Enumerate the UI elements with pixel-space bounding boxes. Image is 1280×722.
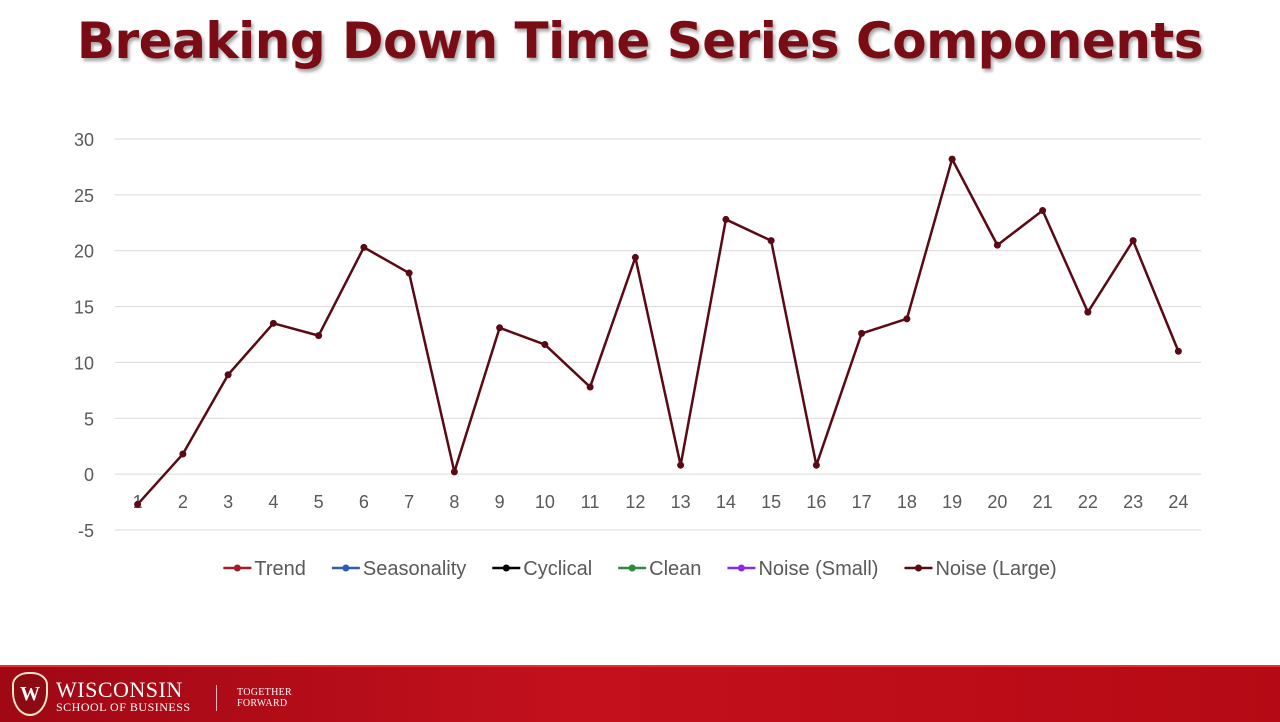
data-point [450, 468, 458, 476]
data-point [586, 383, 594, 391]
legend-swatch-marker [502, 564, 510, 572]
x-tick-label: 14 [716, 492, 736, 512]
y-tick-label: -5 [78, 521, 94, 541]
data-point [224, 371, 232, 379]
gridlines [115, 138, 1201, 531]
x-tick-label: 7 [404, 492, 414, 512]
data-point [993, 241, 1001, 249]
x-tick-label: 2 [178, 492, 188, 512]
data-point [858, 329, 866, 337]
legend-label: Noise (Large) [935, 558, 1056, 580]
x-tick-label: 22 [1078, 492, 1098, 512]
data-point [948, 155, 956, 163]
x-tick-label: 3 [223, 492, 233, 512]
x-tick-label: 13 [671, 492, 691, 512]
y-tick-label: 20 [74, 242, 94, 262]
x-tick-label: 16 [806, 492, 826, 512]
tagline: TOGETHER FORWARD [237, 687, 317, 709]
x-tick-label: 10 [535, 492, 555, 512]
data-point [405, 269, 413, 277]
slide-title: Breaking Down Time Series Components [76, 12, 1204, 70]
legend-label: Seasonality [363, 558, 466, 580]
data-point [1129, 237, 1137, 245]
x-tick-label: 8 [449, 492, 459, 512]
data-point [496, 324, 504, 332]
data-point [722, 215, 730, 223]
data-point [631, 253, 639, 261]
y-tick-label: 15 [74, 298, 94, 318]
x-tick-label: 5 [314, 492, 324, 512]
y-tick-label: 0 [84, 465, 94, 485]
y-tick-label: 30 [74, 130, 94, 150]
crest-letter: W [20, 682, 40, 705]
brand-name: WISCONSIN [56, 677, 183, 702]
data-point [1174, 347, 1182, 355]
tagline-line-2: FORWARD [237, 698, 288, 709]
tagline-line-1: TOGETHER [237, 687, 292, 698]
footer-divider [216, 685, 217, 711]
x-tick-label: 18 [897, 492, 917, 512]
data-point [179, 450, 187, 458]
x-tick-label: 21 [1033, 492, 1053, 512]
data-point [315, 332, 323, 340]
legend: Trend Seasonality Cyclical Clean Noise (Smal… [223, 558, 1057, 580]
legend-swatch-marker [233, 564, 241, 572]
legend-label: Cyclical [523, 558, 592, 580]
series-lines [134, 155, 1182, 508]
crest-logo-icon: W [12, 672, 48, 716]
legend-swatch-marker [737, 564, 745, 572]
x-axis-ticks: 123456789101112131415161718192021222324 [133, 492, 1189, 512]
legend-label: Trend [254, 558, 306, 580]
x-tick-label: 19 [942, 492, 962, 512]
x-tick-label: 24 [1168, 492, 1188, 512]
legend-swatch-marker [914, 564, 922, 572]
footer-bar: W WISCONSIN SCHOOL OF BUSINESS TOGETHER … [0, 665, 1280, 722]
x-tick-label: 4 [268, 492, 278, 512]
data-point [677, 461, 685, 469]
x-tick-label: 11 [581, 492, 600, 512]
legend-label: Noise (Small) [758, 558, 878, 580]
x-tick-label: 20 [987, 492, 1007, 512]
data-point [269, 319, 277, 327]
data-point [360, 243, 368, 251]
x-tick-label: 6 [359, 492, 369, 512]
x-tick-label: 17 [852, 492, 872, 512]
data-point [767, 237, 775, 245]
data-point [541, 341, 549, 349]
x-tick-label: 9 [495, 492, 505, 512]
legend-swatch-marker [628, 564, 636, 572]
legend-label: Clean [649, 558, 701, 580]
series-line [136, 157, 1180, 506]
brand-subtitle: SCHOOL OF BUSINESS [56, 700, 191, 714]
data-point [1084, 308, 1092, 316]
data-point [1039, 206, 1047, 214]
y-tick-label: 25 [74, 186, 94, 206]
x-tick-label: 23 [1123, 492, 1143, 512]
y-tick-label: 5 [84, 409, 94, 429]
y-tick-label: 10 [74, 353, 94, 373]
legend-swatch-marker [342, 564, 350, 572]
x-tick-label: 12 [625, 492, 645, 512]
data-point [903, 315, 911, 323]
y-axis-ticks: 30 25 20 15 10 5 0 -5 [74, 130, 94, 541]
data-point [812, 461, 820, 469]
x-tick-label: 15 [761, 492, 781, 512]
data-point [134, 500, 142, 508]
